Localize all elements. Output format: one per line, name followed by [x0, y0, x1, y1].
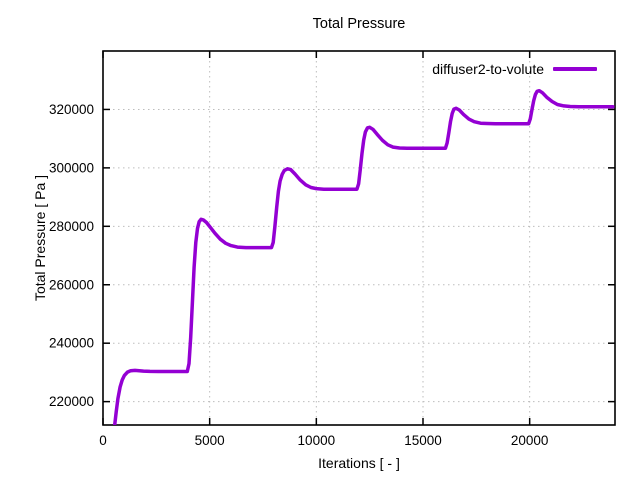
x-tick-label: 10000: [298, 433, 336, 448]
y-tick-label: 240000: [49, 336, 94, 351]
chart-title: Total Pressure: [312, 16, 406, 32]
y-tick-label: 220000: [49, 394, 94, 409]
y-tick-label: 320000: [49, 102, 94, 117]
y-tick-label: 260000: [49, 277, 94, 292]
x-tick-label: 15000: [404, 433, 442, 448]
legend-label: diffuser2-to-volute: [432, 61, 544, 77]
y-tick-label: 300000: [49, 160, 94, 175]
legend: diffuser2-to-volute: [432, 61, 597, 77]
y-tick-label: 280000: [49, 219, 94, 234]
legend-line-sample: [553, 67, 597, 71]
x-tick-label: 5000: [195, 433, 225, 448]
x-axis-label: Iterations [ - ]: [318, 455, 400, 471]
plot-border: [102, 50, 616, 426]
x-tick-label: 0: [99, 433, 107, 448]
series-line: [112, 88, 615, 425]
x-tick-label: 20000: [511, 433, 549, 448]
